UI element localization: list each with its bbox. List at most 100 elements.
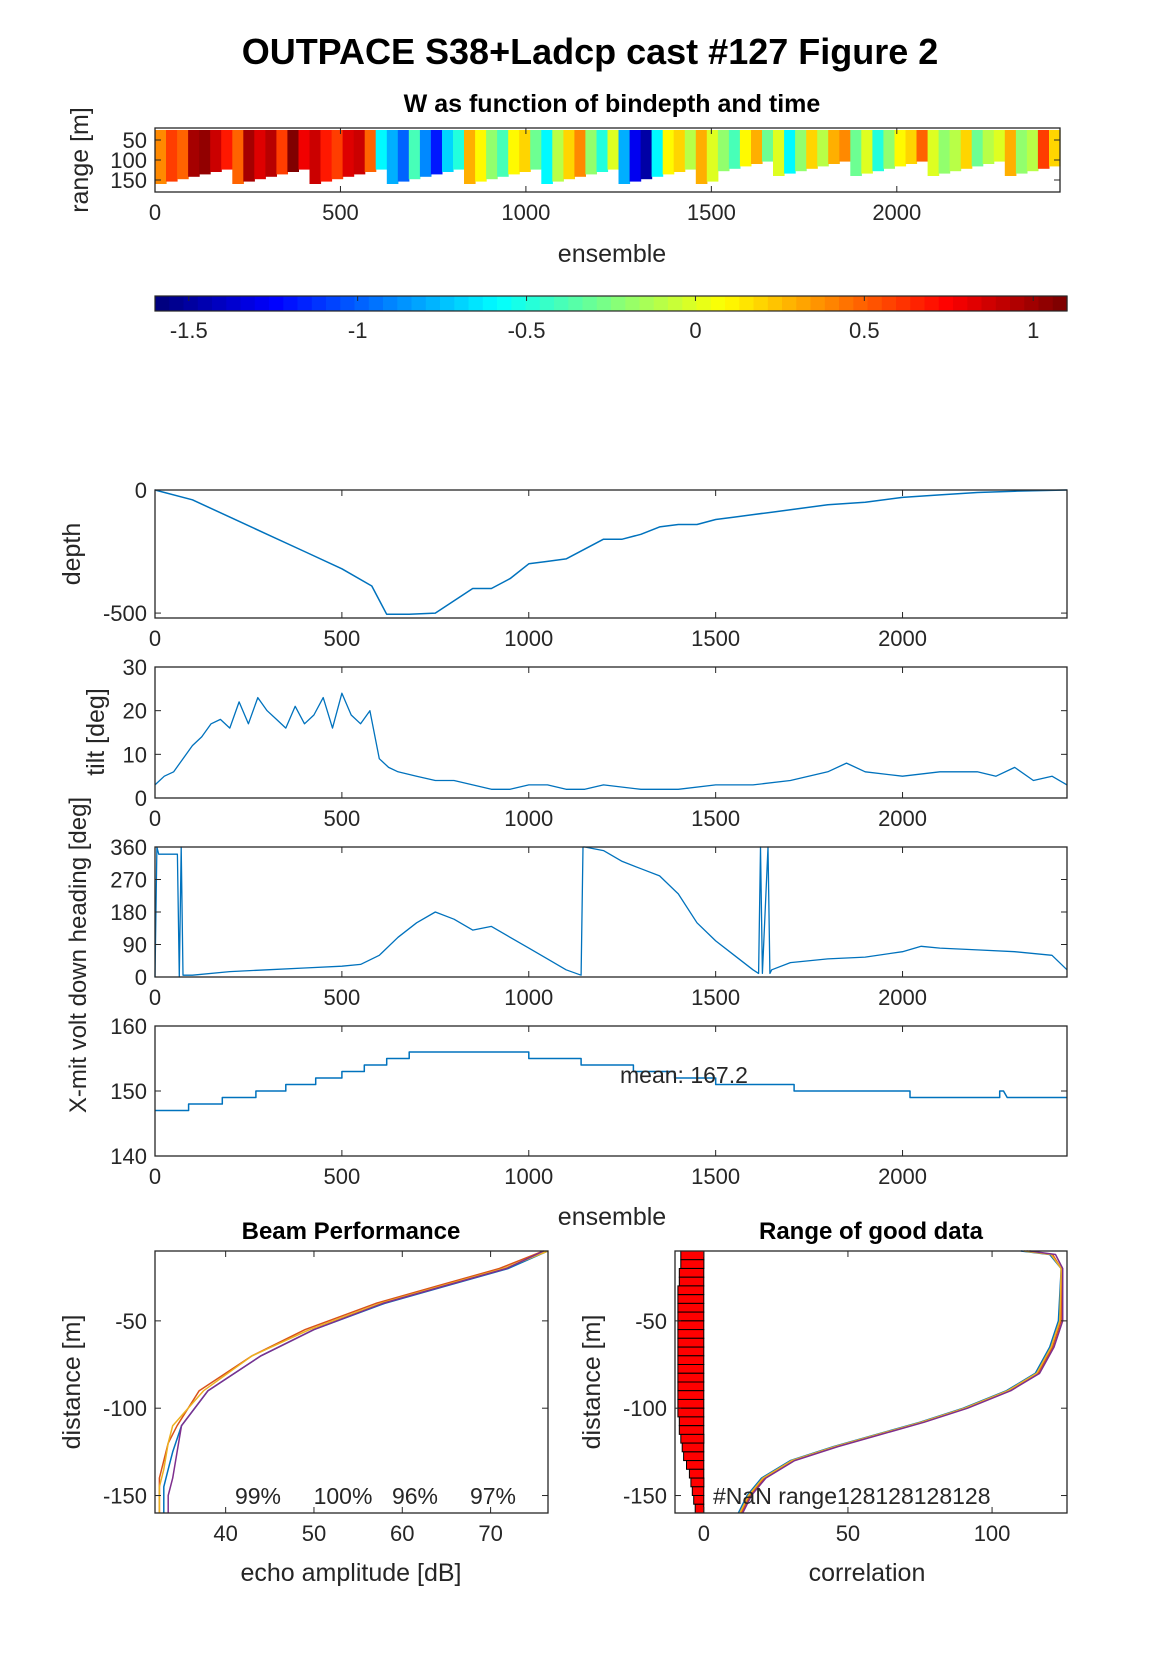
w-heatmap-cell xyxy=(629,130,642,182)
colorbar-tick-label: 0 xyxy=(689,318,701,343)
w-heatmap-cell xyxy=(188,130,200,177)
xmit-volt-line xyxy=(155,1051,1067,1112)
w-heatmap-cell xyxy=(905,130,918,164)
colorbar-segment xyxy=(554,296,569,311)
heading-x-tick-label: 1500 xyxy=(691,985,740,1010)
beam-performance-y-tick-label: -100 xyxy=(103,1396,147,1421)
w-heatmap-title: W as function of bindepth and time xyxy=(404,90,821,118)
colorbar-segment xyxy=(682,296,698,311)
w-heatmap-cell xyxy=(684,130,697,170)
tilt-x-tick-label: 500 xyxy=(324,806,361,831)
w-heatmap-cell xyxy=(982,130,995,164)
beam-performance-y-label: distance [m] xyxy=(58,1315,86,1450)
colorbar-segment xyxy=(568,296,584,311)
w-heatmap-y-tick-label: 100 xyxy=(110,148,147,173)
w-heatmap-cell xyxy=(839,130,851,162)
tilt-x-tick-label: 1500 xyxy=(691,806,740,831)
w-heatmap-cell xyxy=(651,130,664,177)
colorbar-segment xyxy=(896,296,911,311)
nan-range-bar xyxy=(683,1451,705,1462)
colorbar-segment xyxy=(725,296,740,311)
colorbar-segment xyxy=(197,296,213,311)
colorbar-segment xyxy=(1024,296,1040,311)
nan-range-bar xyxy=(677,1294,705,1304)
colorbar-segment xyxy=(411,296,427,311)
tilt-x-tick-label: 2000 xyxy=(878,806,927,831)
colorbar-segment xyxy=(283,296,299,311)
colorbar-segment xyxy=(169,296,185,311)
nan-range-bar xyxy=(677,1399,705,1409)
w-heatmap-cell xyxy=(254,130,266,180)
tilt-y-tick-label: 20 xyxy=(123,699,147,724)
beam-performance-panel: Beam Performance 40 50 60 70 -50 -100 -150 99% 10… xyxy=(58,1218,549,1587)
w-heatmap-cell xyxy=(497,130,509,177)
w-heatmap-cell xyxy=(199,130,211,175)
colorbar-segment xyxy=(183,296,199,311)
tilt-x-tick-label: 0 xyxy=(149,806,161,831)
colorbar-segment xyxy=(967,296,983,311)
w-heatmap-cell xyxy=(971,130,984,167)
nan-range-bar xyxy=(677,1329,705,1339)
figure-title: OUTPACE S38+Ladcp cast #127 Figure 2 xyxy=(242,31,939,72)
w-heatmap-x-label: ensemble xyxy=(558,240,666,268)
colorbar-segment xyxy=(625,296,641,311)
xmit-volt-y-tick-label: 160 xyxy=(110,1014,147,1039)
w-heatmap-y-tick-label: 150 xyxy=(110,168,147,193)
w-heatmap-x-tick-label: 500 xyxy=(322,200,359,225)
colorbar-frame xyxy=(154,295,1068,312)
w-heatmap-cell xyxy=(574,130,586,177)
w-heatmap-cell xyxy=(221,130,233,170)
colorbar-segment xyxy=(995,296,1011,311)
nan-range-bar xyxy=(677,1337,705,1348)
heading-x-tick-label: 0 xyxy=(149,985,161,1010)
nan-range-bar xyxy=(678,1268,705,1278)
w-heatmap-cell xyxy=(618,130,631,184)
colorbar-segment xyxy=(981,296,997,311)
nan-range-bar xyxy=(680,1250,705,1261)
w-heatmap-cell xyxy=(177,130,189,180)
depth-x-tick-label: 500 xyxy=(324,626,361,651)
depth-plot-area xyxy=(155,490,1067,618)
heading-x-tick-label: 2000 xyxy=(878,985,927,1010)
range-good-data-axes-frame xyxy=(674,1250,1068,1514)
w-heatmap-cell xyxy=(453,130,465,170)
tilt-x-tick-label: 1000 xyxy=(504,806,553,831)
w-heatmap-panel: W as function of bindepth and time 0 500 10… xyxy=(66,90,1061,268)
w-heatmap-cell xyxy=(320,130,333,182)
colorbar-segment xyxy=(425,296,441,311)
beam-performance-y-tick-label: -50 xyxy=(115,1309,147,1334)
depth-x-tick-label: 0 xyxy=(149,626,161,651)
w-heatmap-cell xyxy=(442,130,454,172)
w-heatmap-cell xyxy=(210,130,222,172)
correlation-line xyxy=(739,1250,1062,1514)
nan-range-bar xyxy=(690,1477,705,1488)
w-heatmap-cell xyxy=(773,130,785,176)
colorbar-segment xyxy=(938,296,954,311)
beam-performance-line xyxy=(167,1250,544,1513)
colorbar-segment xyxy=(340,296,356,311)
w-heatmap-cell xyxy=(596,130,609,172)
beam-performance-x-tick-label: 60 xyxy=(390,1521,414,1546)
xmit-volt-mean-annotation: mean: 167.2 xyxy=(620,1062,748,1088)
w-heatmap-x-tick-label: 1500 xyxy=(687,200,736,225)
w-heatmap-cell xyxy=(607,130,620,170)
colorbar-tick-label: -0.5 xyxy=(508,318,546,343)
colorbar-segment xyxy=(611,296,626,311)
w-heatmap-cell xyxy=(309,130,322,184)
colorbar-segment xyxy=(212,296,227,311)
colorbar-segment xyxy=(739,296,755,311)
range-good-data-panel: Range of good data 0 50 100 -50 -100 -150 #NaN … xyxy=(578,1218,1068,1587)
nan-range-bar xyxy=(678,1425,705,1435)
nan-range-bar xyxy=(681,1442,705,1453)
w-heatmap-cell xyxy=(530,130,542,170)
nan-range-bar xyxy=(680,1433,705,1444)
heading-y-tick-label: 0 xyxy=(135,965,147,990)
colorbar-segment xyxy=(796,296,812,311)
xmit-volt-y-tick-label: 150 xyxy=(110,1079,147,1104)
colorbar-segment xyxy=(582,296,598,311)
colorbar-segment xyxy=(155,296,170,311)
heading-x-tick-label: 500 xyxy=(324,985,361,1010)
heading-x-tick-label: 1000 xyxy=(504,985,553,1010)
